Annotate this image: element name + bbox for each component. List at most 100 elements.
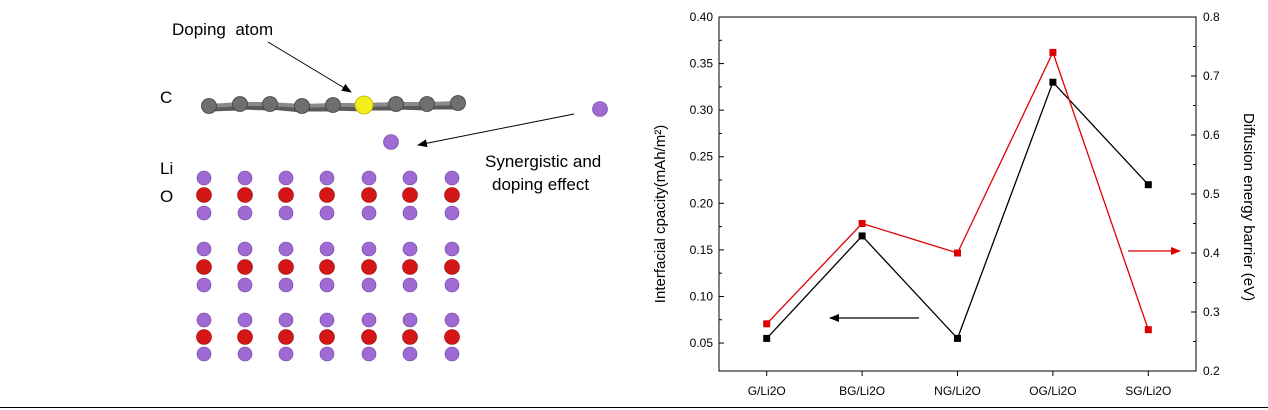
x-tick-label: NG/Li2O — [934, 384, 981, 398]
lithium-atom — [278, 205, 294, 221]
left-axis: 0.05 0.10 0.15 0.20 0.25 0.30 0.35 0.40 — [690, 10, 724, 350]
oxygen-atom — [361, 259, 377, 275]
oxygen-atom — [444, 259, 460, 275]
carbon-atom — [450, 95, 466, 111]
lithium-atom — [319, 312, 335, 328]
left-tick-label: 0.15 — [690, 243, 714, 257]
lithium-atom — [361, 277, 377, 293]
synergistic-arrow — [417, 113, 575, 148]
carbon-atom — [201, 98, 217, 114]
right-tick-label: 0.2 — [1203, 364, 1220, 378]
oxygen-atom — [196, 259, 212, 275]
doping-atom-label: Doping atom — [172, 20, 273, 39]
oxygen-atom — [444, 329, 460, 345]
lithium-atom — [196, 312, 212, 328]
x-tick-label: BG/Li2O — [839, 384, 885, 398]
data-point-right — [1144, 326, 1152, 334]
lithium-atom — [319, 346, 335, 362]
x-tick-label: SG/Li2O — [1125, 384, 1171, 398]
dopant-atom — [354, 95, 374, 115]
lithium-atom — [278, 170, 294, 186]
oxygen-atom — [278, 187, 294, 203]
lithium-atom — [444, 346, 460, 362]
lithium-atom — [444, 170, 460, 186]
plot-frame — [718, 16, 1197, 372]
lithium-atom — [278, 277, 294, 293]
lithium-atom — [319, 241, 335, 257]
lithium-atom — [361, 205, 377, 221]
structure-panel: Doping atom C Li O Synergistic and dopin… — [160, 20, 608, 362]
y-axis-label-left: Interfacial cpacity(mAh/m²) — [652, 125, 669, 303]
lithium-atom — [444, 241, 460, 257]
graphene-sheet — [201, 95, 466, 115]
carbon-atom — [294, 98, 310, 114]
oxygen-atom — [402, 259, 418, 275]
lithium-atom — [319, 205, 335, 221]
lithium-atom — [319, 170, 335, 186]
data-point-left — [1049, 78, 1057, 86]
lithium-atom — [319, 277, 335, 293]
oxygen-atom — [278, 329, 294, 345]
x-tick-label: OG/Li2O — [1029, 384, 1076, 398]
oxygen-atom — [237, 329, 253, 345]
lithium-label: Li — [160, 159, 173, 178]
oxygen-atom — [237, 187, 253, 203]
right-tick-label: 0.3 — [1203, 305, 1220, 319]
data-point-left — [954, 334, 961, 342]
lithium-atom — [237, 346, 253, 362]
oxygen-atom — [319, 187, 335, 203]
lithium-atom-adsorbed — [383, 134, 399, 150]
data-point-left — [1144, 181, 1152, 189]
lithium-atom — [237, 205, 253, 221]
lithium-atom — [402, 170, 418, 186]
lithium-atom — [196, 241, 212, 257]
lithium-atom — [278, 312, 294, 328]
lithium-atom — [444, 205, 460, 221]
doping-atom-arrow — [267, 41, 352, 93]
lithium-atom — [402, 241, 418, 257]
lithium-atom — [444, 312, 460, 328]
data-point-right — [763, 320, 771, 328]
left-tick-label: 0.05 — [690, 336, 714, 350]
left-tick-label: 0.10 — [690, 289, 714, 303]
data-point-right — [954, 249, 961, 257]
left-tick-label: 0.35 — [690, 57, 714, 71]
chart: 0.050.100.150.200.250.300.350.40 0.20.30… — [652, 10, 1257, 398]
right-tick-label: 0.5 — [1203, 187, 1220, 201]
lithium-atom — [196, 205, 212, 221]
lithium-atom — [361, 312, 377, 328]
data-point-right — [1049, 48, 1057, 56]
lithium-atom — [402, 277, 418, 293]
left-tick-label: 0.40 — [690, 10, 714, 24]
carbon-atom — [262, 96, 278, 112]
oxygen-atom — [237, 259, 253, 275]
oxygen-atom — [402, 187, 418, 203]
oxygen-label: O — [160, 187, 173, 206]
carbon-atom — [419, 96, 435, 112]
y-axis-label-right: Diffusion energy barrier (eV) — [1240, 113, 1257, 301]
oxygen-atom — [278, 259, 294, 275]
carbon-atom — [388, 96, 404, 112]
lithium-atom — [402, 346, 418, 362]
oxygen-atom — [361, 187, 377, 203]
left-tick-label: 0.25 — [690, 150, 714, 164]
lithium-atom — [278, 346, 294, 362]
lithium-atom — [278, 241, 294, 257]
lithium-atom — [196, 346, 212, 362]
oxygen-atom — [444, 187, 460, 203]
oxygen-atom — [196, 187, 212, 203]
oxygen-atom — [319, 259, 335, 275]
right-tick-label: 0.7 — [1203, 69, 1220, 83]
left-tick-label: 0.30 — [690, 103, 714, 117]
oxygen-atom — [319, 329, 335, 345]
lithium-atom — [196, 277, 212, 293]
data-point-left — [763, 334, 771, 342]
carbon-label: C — [160, 88, 172, 107]
lithium-atom-free — [592, 101, 608, 117]
right-tick-label: 0.8 — [1203, 10, 1220, 24]
li2o-lattice — [196, 170, 460, 362]
lithium-atom — [196, 170, 212, 186]
lithium-atom — [402, 205, 418, 221]
right-tick-label: 0.4 — [1203, 246, 1220, 260]
